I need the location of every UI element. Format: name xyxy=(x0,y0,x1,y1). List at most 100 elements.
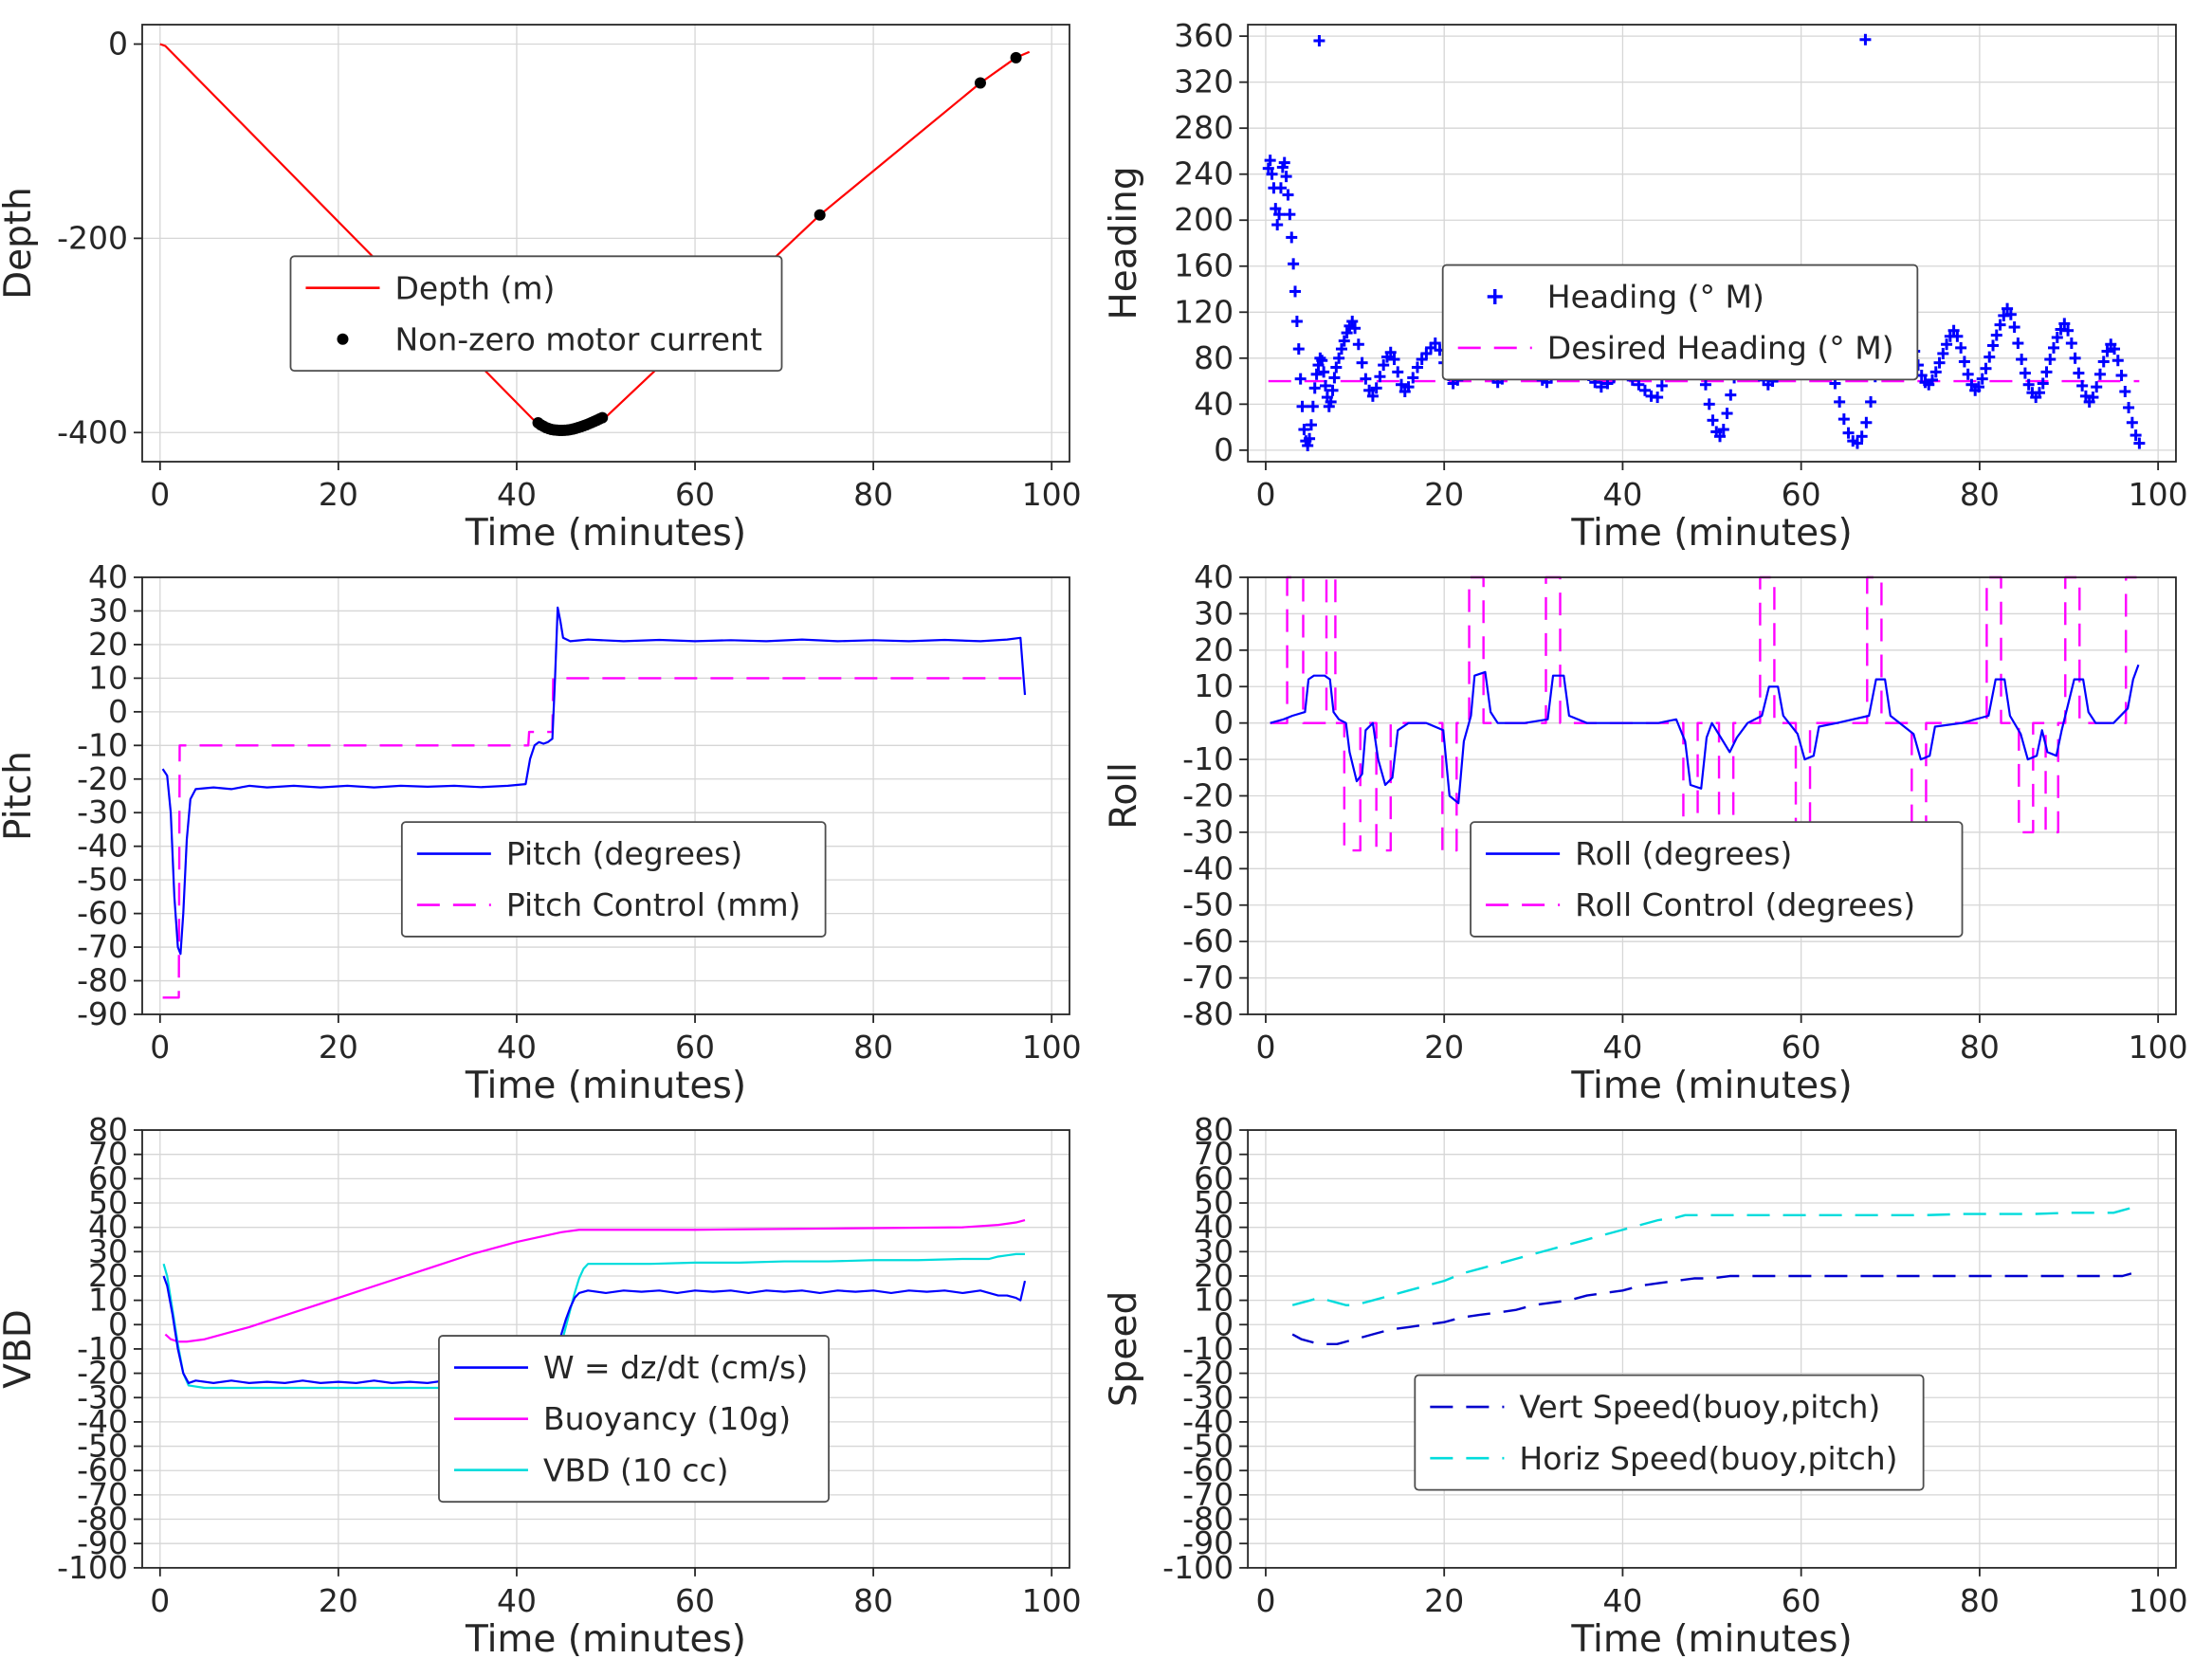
svg-text:200: 200 xyxy=(1174,201,1234,238)
svg-text:-90: -90 xyxy=(77,995,128,1032)
svg-text:30: 30 xyxy=(88,1232,128,1269)
svg-text:-30: -30 xyxy=(77,793,128,830)
svg-text:-10: -10 xyxy=(77,726,128,763)
svg-text:80: 80 xyxy=(853,1582,893,1619)
svg-text:50: 50 xyxy=(88,1184,128,1221)
svg-text:-20: -20 xyxy=(77,760,128,797)
svg-text:-400: -400 xyxy=(57,413,128,450)
chart-vbd: 0 20 40 60 80 100 80 70 60 50 40 30 20 10 0 -10 -20 -30 -4… xyxy=(0,1105,1106,1659)
svg-text:0: 0 xyxy=(1255,476,1275,513)
depth-plot: 0 20 40 60 80 100 0 -200 -400 Time (minutes) Depth… xyxy=(0,0,1106,553)
svg-text:-70: -70 xyxy=(77,928,128,965)
svg-text:Roll: Roll xyxy=(1106,762,1145,830)
svg-text:0: 0 xyxy=(1255,1582,1275,1619)
speed-plot: 0 20 40 60 80 10080706050403020100-10-20-30-4… xyxy=(1106,1105,2212,1659)
svg-text:80: 80 xyxy=(1960,476,2000,513)
chart-heading: 0 20 40 60 80 100 0 40 80 120 160 200 240 280 320 360 Ti… xyxy=(1106,0,2212,553)
svg-text:50: 50 xyxy=(1194,1184,1234,1221)
svg-text:-100: -100 xyxy=(57,1549,128,1586)
svg-text:Depth (m): Depth (m) xyxy=(394,269,555,306)
svg-text:10: 10 xyxy=(88,659,128,696)
svg-text:20: 20 xyxy=(1194,631,1234,668)
svg-text:Roll (degrees): Roll (degrees) xyxy=(1575,835,1792,872)
svg-text:VBD (10 cc): VBD (10 cc) xyxy=(543,1451,729,1488)
svg-text:-50: -50 xyxy=(77,1428,128,1465)
svg-text:60: 60 xyxy=(1782,476,1821,513)
svg-text:-10: -10 xyxy=(1182,740,1234,777)
svg-text:100: 100 xyxy=(2129,1029,2188,1066)
svg-text:-60: -60 xyxy=(77,1451,128,1488)
svg-text:-20: -20 xyxy=(77,1355,128,1392)
svg-text:Desired Heading (° M): Desired Heading (° M) xyxy=(1547,330,1894,367)
svg-text:20: 20 xyxy=(1424,476,1464,513)
svg-text:320: 320 xyxy=(1174,64,1234,100)
svg-text:Pitch: Pitch xyxy=(0,751,40,841)
svg-text:Time (minutes): Time (minutes) xyxy=(1570,512,1852,553)
svg-text:-80: -80 xyxy=(77,1501,128,1538)
svg-text:0: 0 xyxy=(108,693,128,730)
svg-text:-20: -20 xyxy=(1182,1355,1234,1392)
svg-text:360: 360 xyxy=(1174,17,1234,54)
svg-text:40: 40 xyxy=(88,1209,128,1246)
svg-text:40: 40 xyxy=(1602,1582,1642,1619)
svg-text:-40: -40 xyxy=(77,828,128,865)
svg-text:80: 80 xyxy=(1194,339,1234,376)
svg-text:30: 30 xyxy=(88,592,128,629)
svg-text:-200: -200 xyxy=(57,219,128,256)
svg-text:0: 0 xyxy=(108,25,128,62)
svg-text:-40: -40 xyxy=(77,1403,128,1440)
svg-text:0: 0 xyxy=(1214,1305,1234,1342)
chart-roll: 0 20 40 60 80 100 40 30 20 10 0 -10 -20 -30 -40 -50 -60-… xyxy=(1106,553,2212,1105)
svg-text:60: 60 xyxy=(675,1029,715,1066)
svg-text:100: 100 xyxy=(2129,1582,2188,1619)
svg-text:10: 10 xyxy=(1194,1282,1234,1319)
svg-text:-80: -80 xyxy=(77,962,128,999)
svg-text:-60: -60 xyxy=(1182,1451,1234,1488)
svg-text:60: 60 xyxy=(1194,1159,1234,1196)
svg-text:Depth: Depth xyxy=(0,187,40,300)
svg-text:-100: -100 xyxy=(1162,1549,1234,1586)
svg-text:80: 80 xyxy=(1960,1029,2000,1066)
pitch-plot: 0 20 40 60 80 100403020100-10-20-30-40-50-60-… xyxy=(0,553,1106,1105)
svg-text:Time (minutes): Time (minutes) xyxy=(465,1618,746,1659)
svg-text:Heading (° M): Heading (° M) xyxy=(1547,279,1764,316)
svg-text:-80: -80 xyxy=(1182,1501,1234,1538)
svg-text:70: 70 xyxy=(88,1136,128,1173)
svg-text:80: 80 xyxy=(1194,1111,1234,1148)
svg-text:Speed: Speed xyxy=(1106,1291,1145,1407)
svg-text:20: 20 xyxy=(319,476,358,513)
svg-text:60: 60 xyxy=(1782,1582,1821,1619)
svg-text:Heading: Heading xyxy=(1106,166,1145,319)
svg-text:0: 0 xyxy=(150,1029,170,1066)
svg-text:-70: -70 xyxy=(1182,959,1234,996)
svg-text:Buoyancy (10g): Buoyancy (10g) xyxy=(543,1400,791,1437)
svg-text:-60: -60 xyxy=(77,895,128,932)
svg-text:-70: -70 xyxy=(77,1476,128,1513)
svg-text:-30: -30 xyxy=(1182,813,1234,850)
svg-text:30: 30 xyxy=(1194,1232,1234,1269)
svg-text:Pitch (degrees): Pitch (degrees) xyxy=(506,835,742,872)
svg-text:-50: -50 xyxy=(1182,886,1234,923)
svg-text:-90: -90 xyxy=(1182,1524,1234,1561)
svg-text:40: 40 xyxy=(1194,385,1234,422)
svg-text:W = dz/dt (cm/s): W = dz/dt (cm/s) xyxy=(543,1349,808,1386)
svg-text:0: 0 xyxy=(150,1582,170,1619)
svg-text:20: 20 xyxy=(88,1257,128,1294)
svg-text:-50: -50 xyxy=(1182,1428,1234,1465)
roll-plot: 0 20 40 60 80 100403020100-10-20-30-40-50-60-… xyxy=(1106,553,2212,1105)
svg-text:-40: -40 xyxy=(1182,1403,1234,1440)
svg-text:Time (minutes): Time (minutes) xyxy=(1570,1065,1852,1105)
svg-text:40: 40 xyxy=(88,558,128,595)
svg-text:-40: -40 xyxy=(1182,849,1234,886)
svg-text:30: 30 xyxy=(1194,594,1234,631)
svg-text:-30: -30 xyxy=(1182,1378,1234,1415)
chart-pitch: 0 20 40 60 80 100 40 30 20 10 0 -10 -20 -30 -40 -50 -60-… xyxy=(0,553,1106,1105)
svg-text:Non-zero motor current: Non-zero motor current xyxy=(394,320,761,357)
svg-text:Time (minutes): Time (minutes) xyxy=(465,512,746,553)
svg-text:Time (minutes): Time (minutes) xyxy=(465,1065,746,1105)
svg-text:Horiz Speed(buoy,pitch): Horiz Speed(buoy,pitch) xyxy=(1519,1440,1897,1477)
svg-text:160: 160 xyxy=(1174,247,1234,284)
svg-text:120: 120 xyxy=(1174,293,1234,330)
svg-text:-50: -50 xyxy=(77,861,128,898)
